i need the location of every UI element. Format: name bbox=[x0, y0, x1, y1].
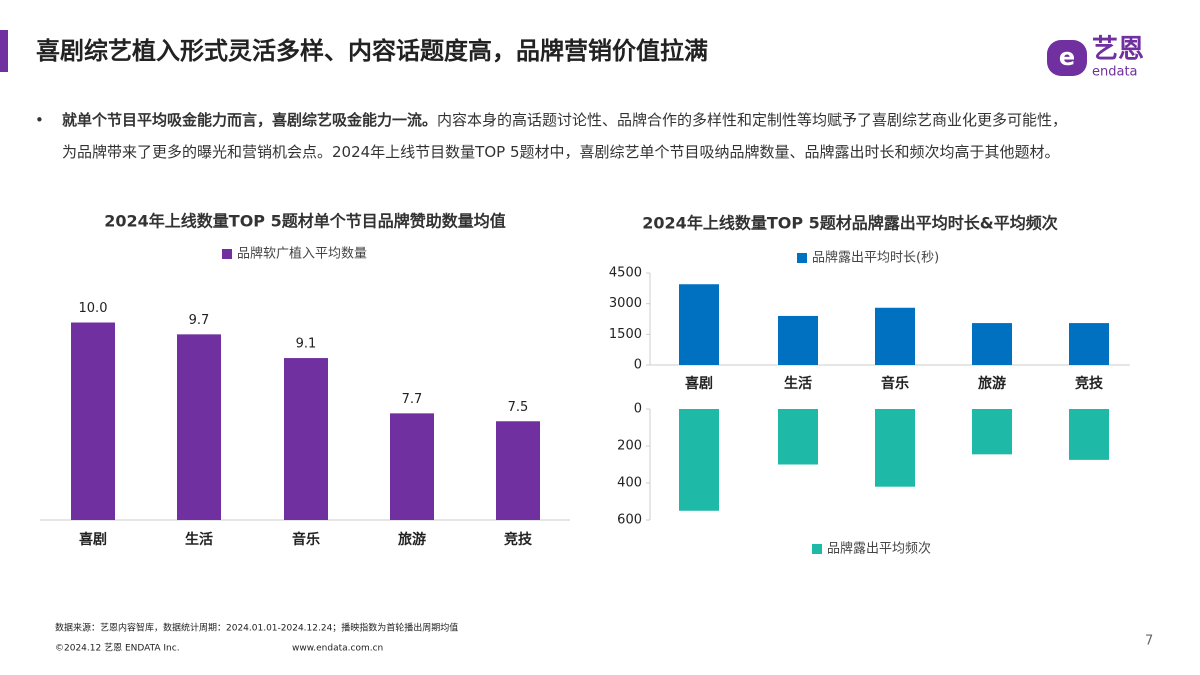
bar bbox=[679, 409, 719, 511]
bar bbox=[390, 413, 434, 520]
x-tick-label: 音乐 bbox=[881, 375, 909, 392]
value-label: 7.7 bbox=[402, 392, 423, 407]
value-label: 9.7 bbox=[189, 313, 210, 328]
text: 内容本身的高话题讨论性、品牌合作的多样性和定制性等均赋予了喜剧综艺商业化更多可能… bbox=[62, 111, 1068, 161]
chart-title: 2024年上线数量TOP 5题材品牌露出平均时长&平均频次 bbox=[642, 214, 1057, 233]
x-tick-label: 音乐 bbox=[292, 531, 320, 548]
y-tick-label: 4500 bbox=[609, 266, 642, 281]
bar bbox=[778, 315, 818, 365]
source: 数据来源：艺恩内容智库，数据统计周期：2024.01.01-2024.12.24… bbox=[55, 622, 458, 634]
bar bbox=[284, 358, 328, 520]
y-tick-label: 1500 bbox=[609, 327, 642, 342]
logo-mark bbox=[1047, 40, 1087, 76]
bar bbox=[1069, 323, 1109, 365]
legend-swatch bbox=[222, 249, 232, 259]
x-tick-label: 生活 bbox=[185, 531, 213, 548]
x-tick-label: 旅游 bbox=[398, 531, 426, 548]
y-tick-label: 0 bbox=[634, 402, 642, 417]
chart-title: 2024年上线数量TOP 5题材单个节目品牌赞助数量均值 bbox=[104, 212, 505, 231]
y-tick-label: 600 bbox=[617, 513, 642, 528]
bullet: • bbox=[35, 111, 44, 129]
bold-text: 就单个节目平均吸金能力而言，喜剧综艺吸金能力一流。 bbox=[62, 111, 438, 129]
bar bbox=[71, 322, 115, 520]
paragraph: 就单个节目平均吸金能力而言，喜剧综艺吸金能力一流。内容本身的高话题讨论性、品牌合… bbox=[62, 104, 1075, 168]
bar bbox=[972, 409, 1012, 455]
logo-e: e bbox=[1059, 43, 1075, 71]
bar bbox=[875, 307, 915, 365]
logo-text: 艺恩 bbox=[1092, 35, 1144, 65]
bar bbox=[972, 323, 1012, 365]
bar bbox=[1069, 409, 1109, 460]
x-tick-label: 竞技 bbox=[1075, 375, 1104, 392]
x-tick-label: 喜剧 bbox=[685, 375, 713, 392]
x-tick-label: 生活 bbox=[784, 375, 812, 392]
body-text: • 就单个节目平均吸金能力而言，喜剧综艺吸金能力一流。内容本身的高话题讨论性、品… bbox=[35, 104, 1075, 168]
y-tick-label: 0 bbox=[634, 358, 642, 373]
value-label: 9.1 bbox=[296, 337, 317, 352]
legend-swatch bbox=[812, 544, 822, 554]
logo-sub: endata bbox=[1092, 65, 1138, 80]
legend-label: 品牌露出平均时长(秒) bbox=[812, 250, 939, 266]
slide-title: 喜剧综艺植入形式灵活多样、内容话题度高，品牌营销价值拉满 bbox=[36, 37, 708, 65]
x-tick-label: 竞技 bbox=[504, 531, 533, 548]
bar bbox=[875, 409, 915, 487]
legend-label: 品牌软广植入平均数量 bbox=[237, 246, 367, 262]
legend-swatch bbox=[797, 253, 807, 263]
copyright: ©2024.12 艺恩 ENDATA Inc. bbox=[55, 643, 180, 654]
bar bbox=[778, 409, 818, 465]
x-tick-label: 喜剧 bbox=[79, 531, 107, 548]
y-tick-label: 3000 bbox=[609, 296, 642, 311]
bar bbox=[496, 421, 540, 520]
bar bbox=[177, 334, 221, 520]
y-tick-label: 200 bbox=[617, 439, 642, 454]
x-tick-label: 旅游 bbox=[978, 375, 1006, 392]
logo: e 艺恩 endata bbox=[1047, 35, 1144, 80]
bar bbox=[679, 284, 719, 365]
url: www.endata.com.cn bbox=[292, 644, 383, 654]
page-number: 7 bbox=[1145, 634, 1153, 649]
y-tick-label: 400 bbox=[617, 476, 642, 491]
title-accent bbox=[0, 30, 8, 72]
value-label: 7.5 bbox=[508, 400, 529, 415]
legend-label: 品牌露出平均频次 bbox=[827, 541, 931, 557]
value-label: 10.0 bbox=[79, 301, 108, 316]
